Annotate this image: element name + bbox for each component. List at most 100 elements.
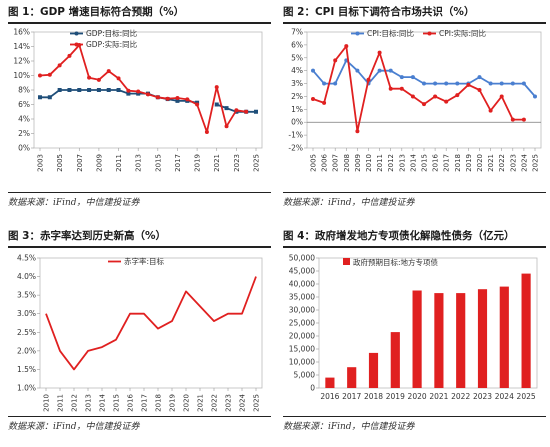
x-tick-label: 2006 bbox=[321, 153, 329, 171]
y-tick-label: 10% bbox=[13, 71, 30, 80]
y-tick-label: 0% bbox=[18, 144, 30, 153]
series-line bbox=[45, 276, 257, 371]
legend-label: CPI:实际:同比 bbox=[439, 28, 487, 38]
x-tick-label: 2023 bbox=[233, 154, 241, 172]
y-tick-label: 6% bbox=[18, 100, 30, 109]
gdp-growth-chart: 0% 2% 4% 6% 8% 10% 12% 14% 16% 2003 2005 2007 2009 20… bbox=[13, 28, 263, 172]
y-tick-label: 5,000 bbox=[294, 371, 316, 380]
data-point bbox=[499, 94, 504, 99]
data-point bbox=[399, 86, 404, 91]
y-tick-label: 1.5% bbox=[17, 365, 36, 374]
data-point bbox=[116, 76, 121, 81]
x-tick-label: 2003 bbox=[37, 154, 45, 172]
plot-frame bbox=[39, 257, 263, 389]
data-point bbox=[477, 75, 482, 80]
y-tick-label: 2% bbox=[18, 129, 30, 138]
data-point bbox=[499, 81, 504, 86]
data-point bbox=[510, 81, 515, 86]
data-point bbox=[67, 53, 72, 58]
x-tick-label: 2013 bbox=[135, 154, 143, 172]
x-tick-label: 2023 bbox=[509, 154, 517, 172]
y-tick-label: 16% bbox=[13, 28, 30, 37]
bar bbox=[412, 290, 422, 388]
data-point bbox=[38, 95, 42, 100]
data-point bbox=[57, 88, 62, 92]
data-point bbox=[106, 88, 111, 92]
y-tick-label: 0% bbox=[291, 118, 303, 127]
x-tick-label: 2021 bbox=[213, 154, 221, 172]
data-point bbox=[126, 91, 131, 96]
y-tick-label: -2% bbox=[288, 144, 303, 153]
x-tick-label: 2012 bbox=[71, 394, 79, 412]
data-point bbox=[47, 72, 52, 77]
x-tick-label: 2013 bbox=[85, 394, 93, 412]
y-tick-label: 4% bbox=[18, 115, 30, 124]
legend-marker bbox=[74, 31, 79, 36]
x-tick-label: 2015 bbox=[421, 154, 429, 172]
x-tick-label: 2009 bbox=[354, 154, 362, 172]
x-tick-label: 2019 bbox=[194, 154, 202, 172]
data-point bbox=[366, 77, 371, 82]
x-tick-label: 2022 bbox=[498, 154, 506, 172]
data-point bbox=[333, 58, 338, 63]
data-point bbox=[388, 68, 393, 73]
legend-marker bbox=[74, 42, 79, 47]
source-rule bbox=[8, 416, 271, 417]
title-rule bbox=[8, 246, 271, 248]
y-tick-label: 3.5% bbox=[17, 291, 36, 300]
data-point bbox=[77, 88, 82, 92]
data-point bbox=[155, 95, 160, 100]
data-point bbox=[422, 81, 426, 86]
data-point bbox=[165, 96, 170, 101]
y-tick-label: 15,000 bbox=[289, 345, 315, 354]
source-note: 数据来源：iFind，中信建投证券 bbox=[8, 198, 140, 208]
y-tick-label: 2.0% bbox=[17, 346, 36, 355]
data-point bbox=[322, 100, 327, 105]
data-point bbox=[466, 82, 471, 87]
series-line bbox=[312, 45, 524, 133]
y-tick-label: 14% bbox=[13, 42, 30, 51]
data-point bbox=[422, 102, 426, 107]
x-tick-label: 2024 bbox=[495, 392, 514, 401]
x-tick-label: 2018 bbox=[364, 392, 383, 401]
x-tick-label: 2025 bbox=[253, 394, 261, 412]
x-tick-label: 2025 bbox=[253, 154, 261, 172]
data-point bbox=[224, 106, 229, 111]
chart-panel-special-bonds: 图 4：政府增发地方专项债化解隐性债务（亿元） 0 5,000 10,000 15,0… bbox=[275, 224, 550, 447]
x-tick-label: 2016 bbox=[432, 153, 440, 171]
x-tick-label: 2021 bbox=[197, 394, 205, 412]
legend-label: 赤字率:目标 bbox=[124, 256, 165, 266]
x-tick-label: 2024 bbox=[239, 393, 247, 411]
data-point bbox=[244, 109, 249, 114]
data-point bbox=[344, 44, 349, 49]
x-tick-label: 2011 bbox=[376, 154, 384, 172]
source-rule bbox=[8, 192, 271, 193]
data-point bbox=[87, 88, 92, 92]
data-point bbox=[488, 81, 493, 86]
x-tick-label: 2023 bbox=[473, 392, 492, 401]
y-tick-label: 1% bbox=[291, 105, 303, 114]
data-point bbox=[254, 109, 258, 114]
y-tick-label: 4.0% bbox=[17, 272, 36, 281]
y-tick-label: 4% bbox=[291, 66, 303, 75]
bar bbox=[477, 289, 488, 388]
series-line bbox=[39, 44, 247, 133]
y-tick-label: 2% bbox=[291, 92, 303, 101]
data-point bbox=[399, 75, 404, 80]
y-tick-label: 12% bbox=[13, 57, 30, 66]
data-point bbox=[214, 85, 219, 90]
data-point bbox=[204, 130, 209, 135]
special-bond-chart: 0 5,000 10,000 15,000 20,000 25,000 30,000 35,0… bbox=[289, 254, 538, 401]
chart-panel-cpi: 图 2：CPI 目标下调符合市场共识（%） -2% -1% 0% 1% 2% 3% 4% 5%… bbox=[275, 0, 550, 223]
y-tick-label: 50,000 bbox=[289, 254, 315, 263]
x-tick-label: 2024 bbox=[520, 153, 528, 171]
data-point bbox=[433, 81, 438, 86]
bar bbox=[456, 293, 466, 388]
data-point bbox=[333, 81, 338, 86]
y-tick-label: 10,000 bbox=[289, 358, 315, 367]
plot-frame bbox=[306, 31, 542, 149]
legend-label: GDP:实际:同比 bbox=[86, 39, 138, 49]
data-point bbox=[455, 93, 460, 98]
data-point bbox=[533, 94, 537, 99]
data-point bbox=[87, 75, 92, 80]
